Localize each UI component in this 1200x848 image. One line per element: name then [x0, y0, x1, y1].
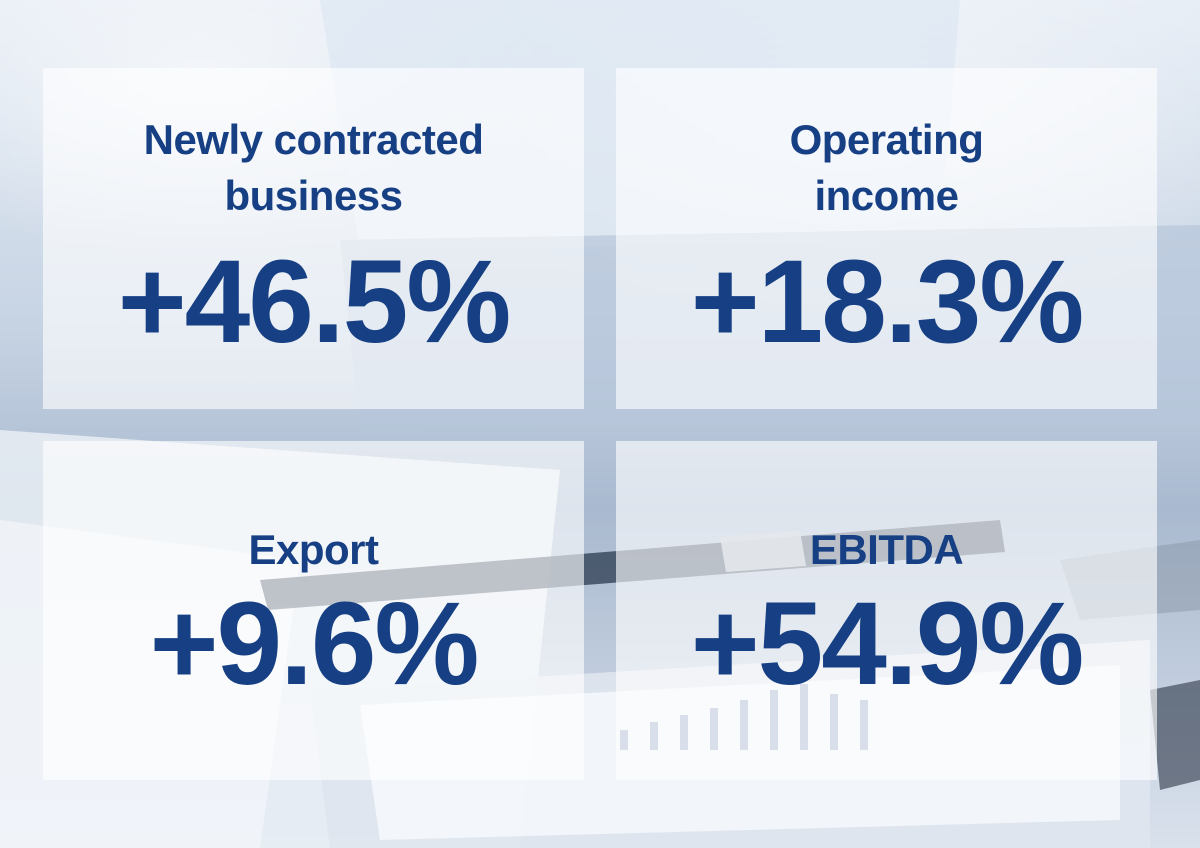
metric-label: Newly contracted business — [143, 115, 484, 219]
metric-label: Operating income — [789, 115, 984, 219]
metric-card-export: Export +9.6% — [43, 441, 584, 780]
metric-card-newly-contracted-business: Newly contracted business +46.5% — [43, 68, 584, 409]
metric-card-ebitda: EBITDA +54.9% — [616, 441, 1157, 780]
metric-label: Export — [248, 525, 379, 573]
metric-label: EBITDA — [809, 525, 964, 573]
metric-value: +9.6% — [149, 577, 480, 710]
metric-card-operating-income: Operating income +18.3% — [616, 68, 1157, 409]
metric-value: +46.5% — [117, 235, 511, 368]
metric-value: +54.9% — [690, 577, 1084, 710]
metric-value: +18.3% — [690, 235, 1084, 368]
